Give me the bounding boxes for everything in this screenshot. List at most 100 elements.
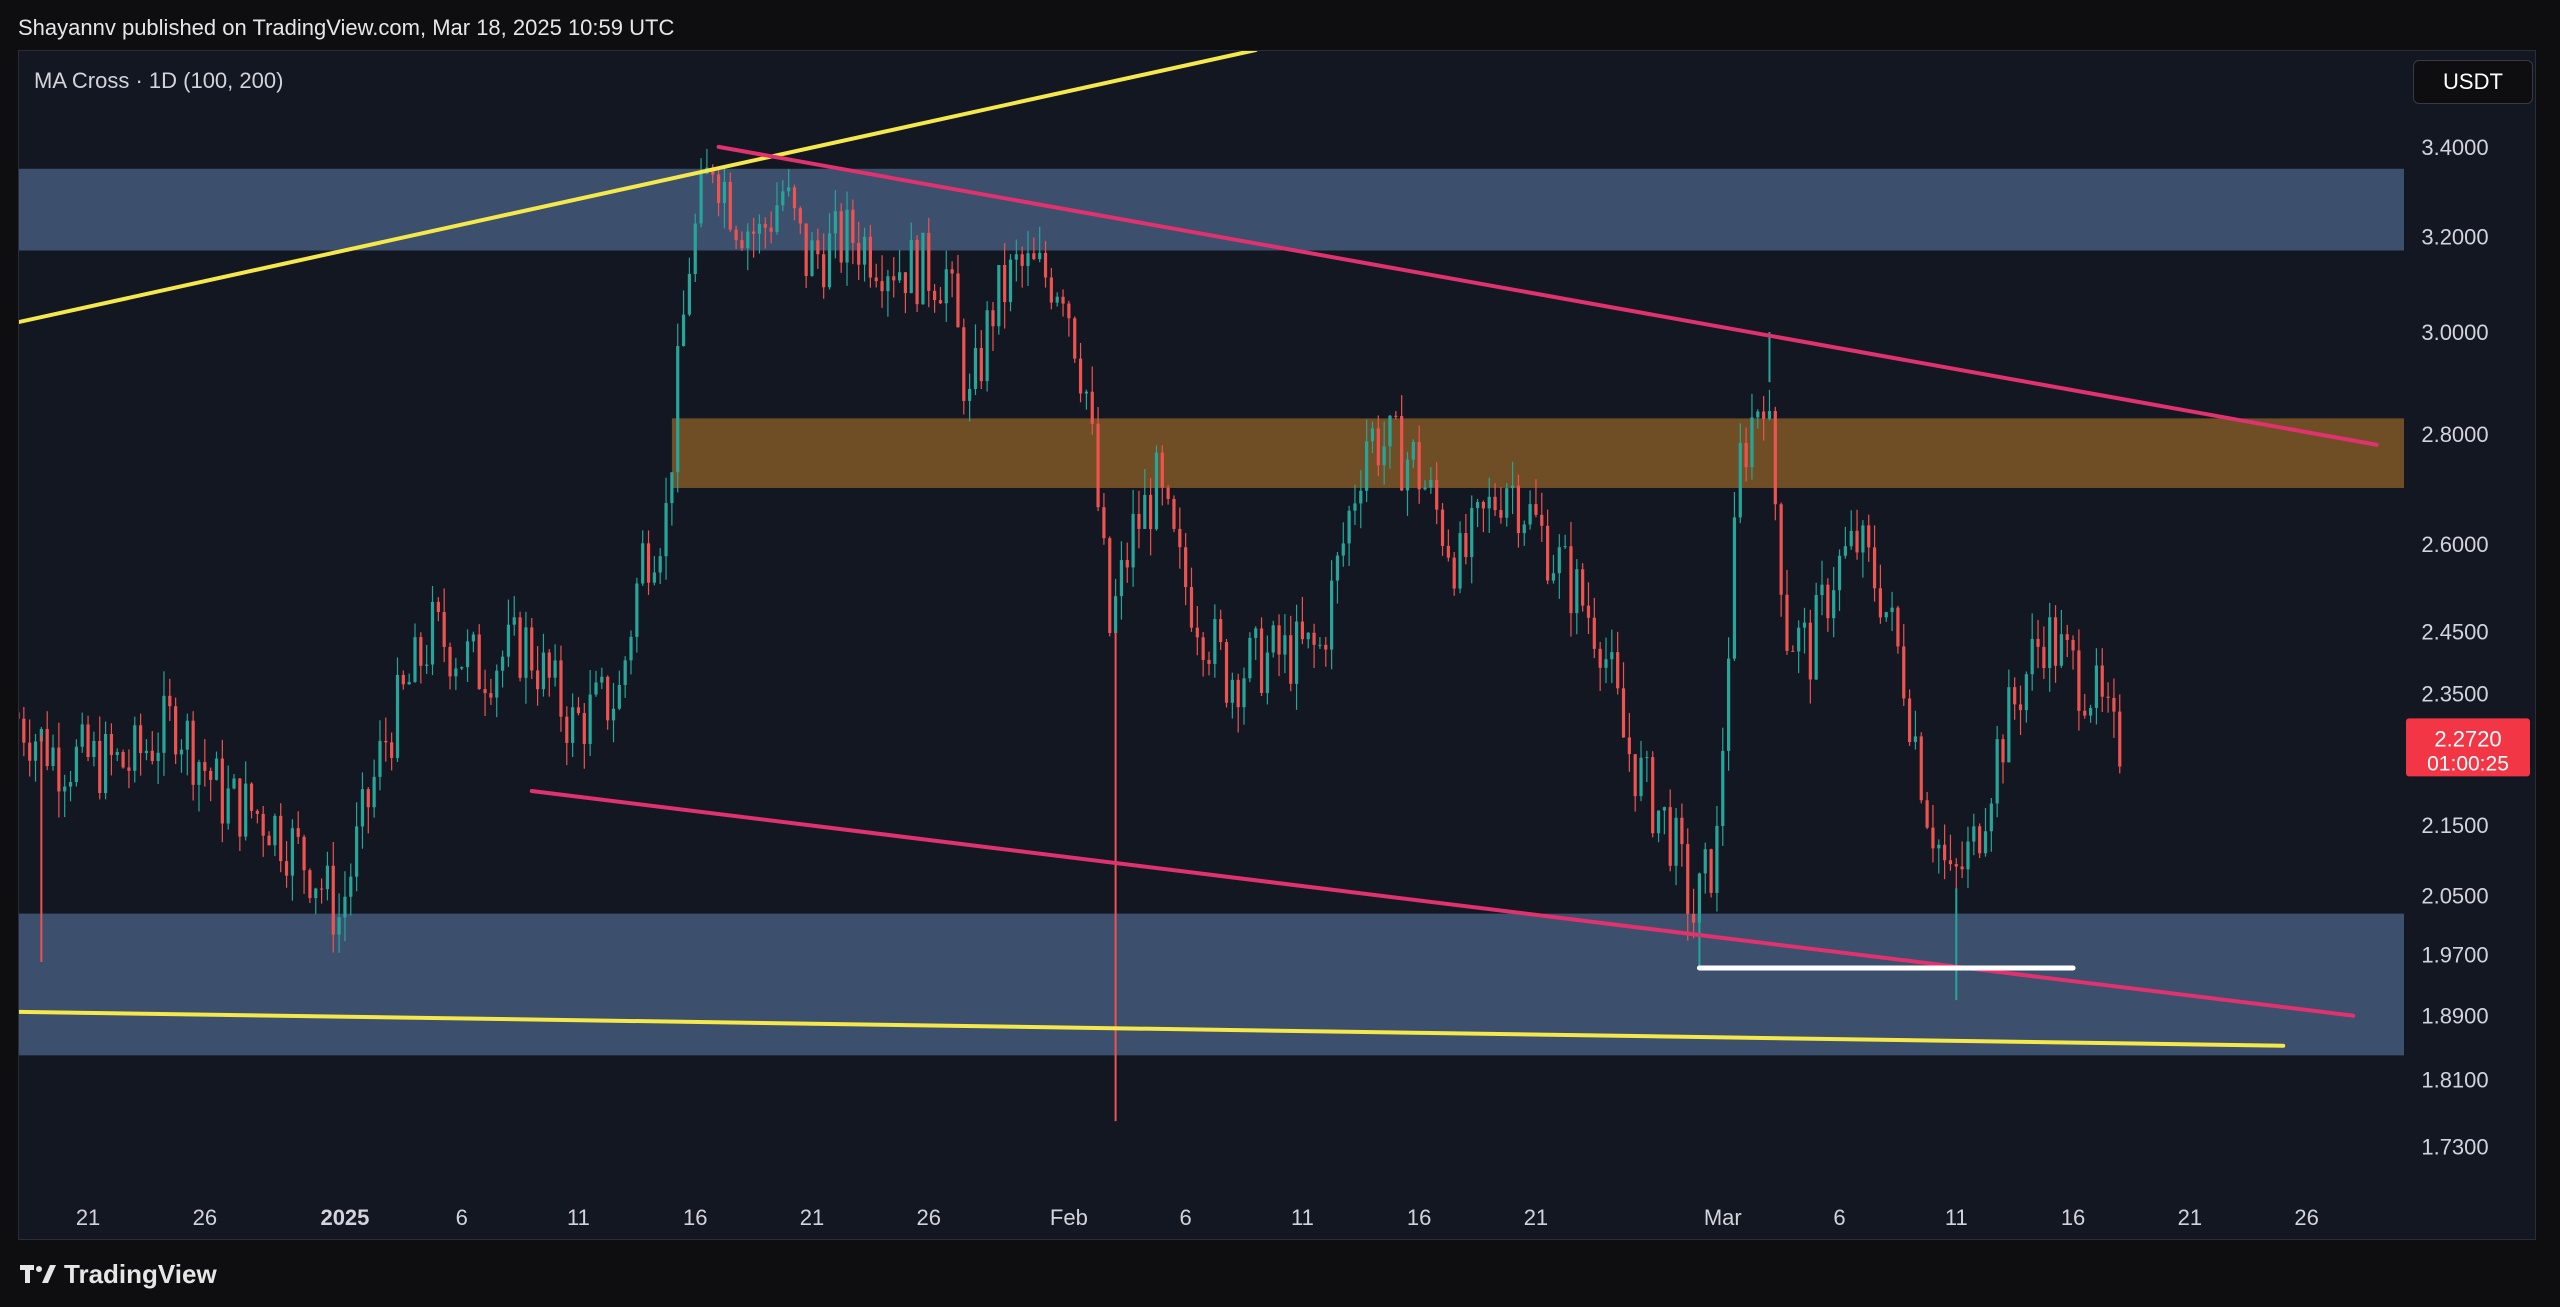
candle-body [174,706,178,755]
candle-body [1808,622,1812,680]
candle-body [1610,652,1614,660]
candle-body [1008,259,1013,303]
candle-body [1966,841,1970,870]
candle-body [471,634,475,642]
candle-body [2112,697,2116,712]
candle-body [290,828,294,876]
candle-body [1452,557,1456,589]
candle-body [1925,800,1929,828]
candle-body [1902,646,1906,699]
candle-body [1242,678,1246,708]
currency-selector[interactable]: USDT [2413,60,2533,104]
candle-body [1353,503,1357,511]
ascending-trendline [19,51,1258,325]
candle-body [261,813,265,836]
candle-body [144,750,149,754]
candle-body [401,674,405,685]
candle-body [98,740,102,794]
candle-body [319,888,324,890]
candle-body [1931,827,1935,849]
candle-body [1826,584,1830,619]
candle-body [63,786,67,792]
candle-body [1948,860,1953,865]
candle-body [284,861,289,876]
candle-body [2106,696,2110,698]
candle-body [1330,580,1334,650]
candle-body [1400,416,1404,491]
candle-body [903,272,908,294]
y-tick-label: 1.8900 [2421,1004,2488,1029]
candle-body [897,272,902,281]
tradingview-branding[interactable]: TradingView [20,1258,217,1290]
candle-body [565,716,569,743]
candle-body [1627,737,1631,755]
candle-body [1551,573,1556,581]
x-tick-label: 6 [1833,1205,1845,1230]
candle-body [757,223,762,234]
candle-body [623,660,627,685]
candle-body [2013,687,2017,705]
candle-body [1131,513,1135,568]
candle-body [1878,588,1882,618]
candle-body [1102,507,1106,539]
candle-body [944,269,948,304]
candle-body [465,641,470,668]
candle-body [1522,524,1526,534]
candle-body [1732,517,1737,659]
candle-body [2001,739,2005,763]
candle-body [1405,459,1410,491]
y-tick-label: 2.8000 [2421,422,2488,447]
y-tick-label: 2.3500 [2421,681,2488,706]
candle-body [127,767,131,771]
candle-body [1335,555,1340,581]
candle-body [133,725,137,771]
y-tick-label: 1.9700 [2421,942,2488,967]
candle-body [1230,679,1234,703]
candle-body [845,209,849,263]
candle-body [1989,803,1993,832]
candle-body [1954,864,1958,867]
candle-body [249,783,254,811]
candle-body [302,836,306,871]
candle-body [115,751,119,756]
candle-body [366,789,370,808]
candle-body [927,232,931,291]
candle-body [1581,569,1585,606]
candle-body [1546,525,1550,581]
candle-body [495,670,499,698]
candle-body [1598,648,1602,668]
candle-body [2077,650,2081,711]
candle-body [968,388,972,401]
candle-body [1172,498,1176,529]
x-tick-label: 2025 [320,1205,369,1230]
candle-body [1312,632,1316,645]
candle-body [1043,252,1048,278]
candle-body [1791,650,1795,652]
candle-body [1510,485,1515,489]
candle-body [1592,617,1596,649]
candle-body [425,664,429,666]
candle-body [384,740,388,743]
x-tick-label: 26 [2294,1205,2318,1230]
candle-body [1160,452,1164,488]
candle-body [536,670,540,690]
candle-body [1149,494,1153,530]
candle-body [1020,254,1024,266]
candle-body [1259,628,1264,693]
publish-header: Shayannv published on TradingView.com, M… [0,0,2560,50]
candle-body [1680,817,1684,845]
candle-body [740,240,744,249]
candle-body [1797,627,1801,652]
indicator-legend[interactable]: MA Cross · 1D (100, 200) [34,68,284,93]
candle-body [617,684,621,709]
candle-body [1417,441,1421,490]
candle-body [594,682,598,695]
candle-body [1943,844,1947,861]
candle-body [103,733,108,794]
x-tick-label: 26 [917,1205,941,1230]
candle-body [880,281,884,292]
last-price-badge [2406,718,2530,777]
x-tick-label: 6 [456,1205,468,1230]
candle-body [1872,547,1877,589]
